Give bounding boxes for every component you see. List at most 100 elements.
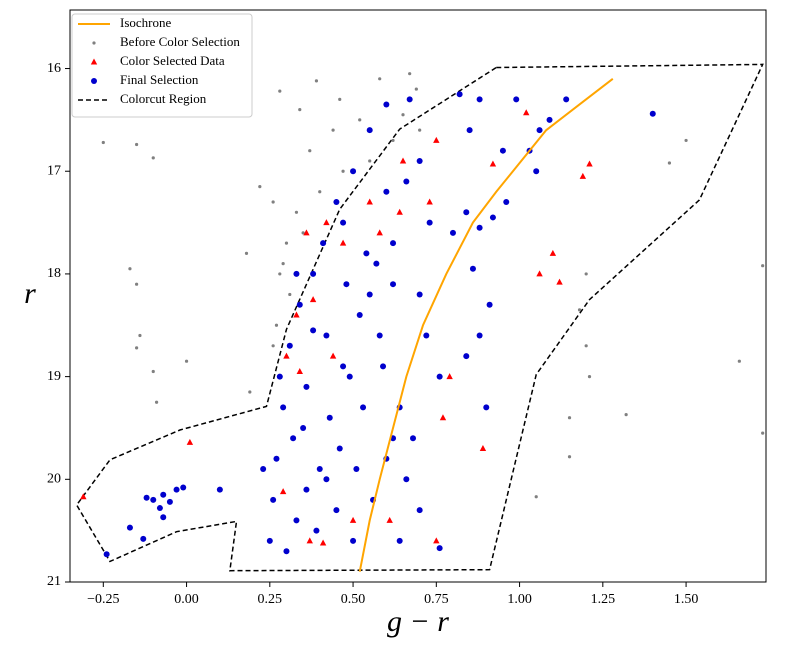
point <box>270 496 277 503</box>
point <box>101 140 105 145</box>
point <box>390 281 397 288</box>
point <box>151 369 155 374</box>
y-tick-label: 20 <box>47 472 61 487</box>
legend-swatch <box>91 78 97 84</box>
point <box>416 507 423 514</box>
point <box>479 444 487 451</box>
point <box>296 301 303 308</box>
point <box>579 172 587 179</box>
point <box>353 466 360 473</box>
point <box>376 229 383 236</box>
point <box>301 231 305 235</box>
point <box>684 138 688 143</box>
point <box>360 404 367 411</box>
point <box>338 97 342 101</box>
point <box>333 507 340 514</box>
point <box>80 493 87 500</box>
legend-swatch <box>92 41 96 45</box>
point <box>476 332 483 339</box>
point <box>135 282 139 286</box>
point <box>310 270 317 277</box>
x-tick-label: 0.75 <box>424 592 449 607</box>
point <box>138 333 142 338</box>
point <box>329 352 337 359</box>
point <box>366 127 373 134</box>
point <box>293 517 300 524</box>
point <box>433 136 440 143</box>
point <box>278 89 282 93</box>
point <box>624 413 628 417</box>
point <box>349 516 357 523</box>
legend-label: Isochrone <box>120 15 171 30</box>
point <box>303 486 310 493</box>
point <box>135 142 139 147</box>
point <box>410 435 417 442</box>
point <box>340 363 347 370</box>
point <box>503 199 510 206</box>
y-tick-label: 19 <box>47 369 61 384</box>
point <box>293 270 300 277</box>
point <box>456 91 463 98</box>
point <box>426 219 433 226</box>
point <box>276 373 283 380</box>
point <box>356 311 363 318</box>
point <box>343 281 350 288</box>
point <box>166 498 173 505</box>
point <box>248 390 252 394</box>
point <box>306 537 313 544</box>
point <box>586 160 593 167</box>
y-tick-label: 21 <box>47 574 61 589</box>
point <box>358 118 362 122</box>
point <box>143 494 150 501</box>
point <box>266 537 273 544</box>
x-tick-label: 0.25 <box>258 592 283 607</box>
point <box>271 344 275 348</box>
point <box>128 267 132 271</box>
point <box>151 156 155 160</box>
point <box>737 359 741 363</box>
point <box>340 219 347 226</box>
point <box>368 159 372 163</box>
point <box>463 353 470 360</box>
point <box>314 79 319 83</box>
point <box>346 373 353 380</box>
point <box>271 200 275 204</box>
point <box>341 169 345 173</box>
point <box>273 455 280 462</box>
y-tick-label: 16 <box>47 61 61 76</box>
point <box>336 445 343 452</box>
point <box>426 198 433 205</box>
point <box>366 291 373 298</box>
x-tick-label: 0.50 <box>341 592 366 607</box>
point <box>318 190 322 194</box>
point <box>323 476 330 483</box>
point <box>380 363 387 370</box>
x-tick-label: 1.00 <box>507 592 532 607</box>
point <box>761 431 765 435</box>
x-tick-label: 1.50 <box>674 592 699 607</box>
point <box>319 539 327 546</box>
legend-label: Colorcut Region <box>120 91 207 106</box>
point <box>418 128 422 132</box>
point <box>383 101 390 108</box>
point <box>486 301 493 308</box>
point <box>126 524 133 531</box>
point <box>584 272 588 276</box>
point <box>316 466 323 473</box>
point <box>331 128 335 132</box>
point <box>160 514 167 521</box>
point <box>523 109 530 116</box>
point <box>308 149 312 153</box>
point <box>403 178 410 185</box>
point <box>326 414 333 421</box>
point <box>536 127 543 134</box>
colorcut-region <box>75 63 764 572</box>
point <box>536 270 543 277</box>
point <box>403 476 410 483</box>
point <box>391 138 395 143</box>
point <box>323 332 330 339</box>
point <box>587 375 592 379</box>
point <box>339 239 347 246</box>
point <box>489 160 497 167</box>
point <box>283 352 290 359</box>
